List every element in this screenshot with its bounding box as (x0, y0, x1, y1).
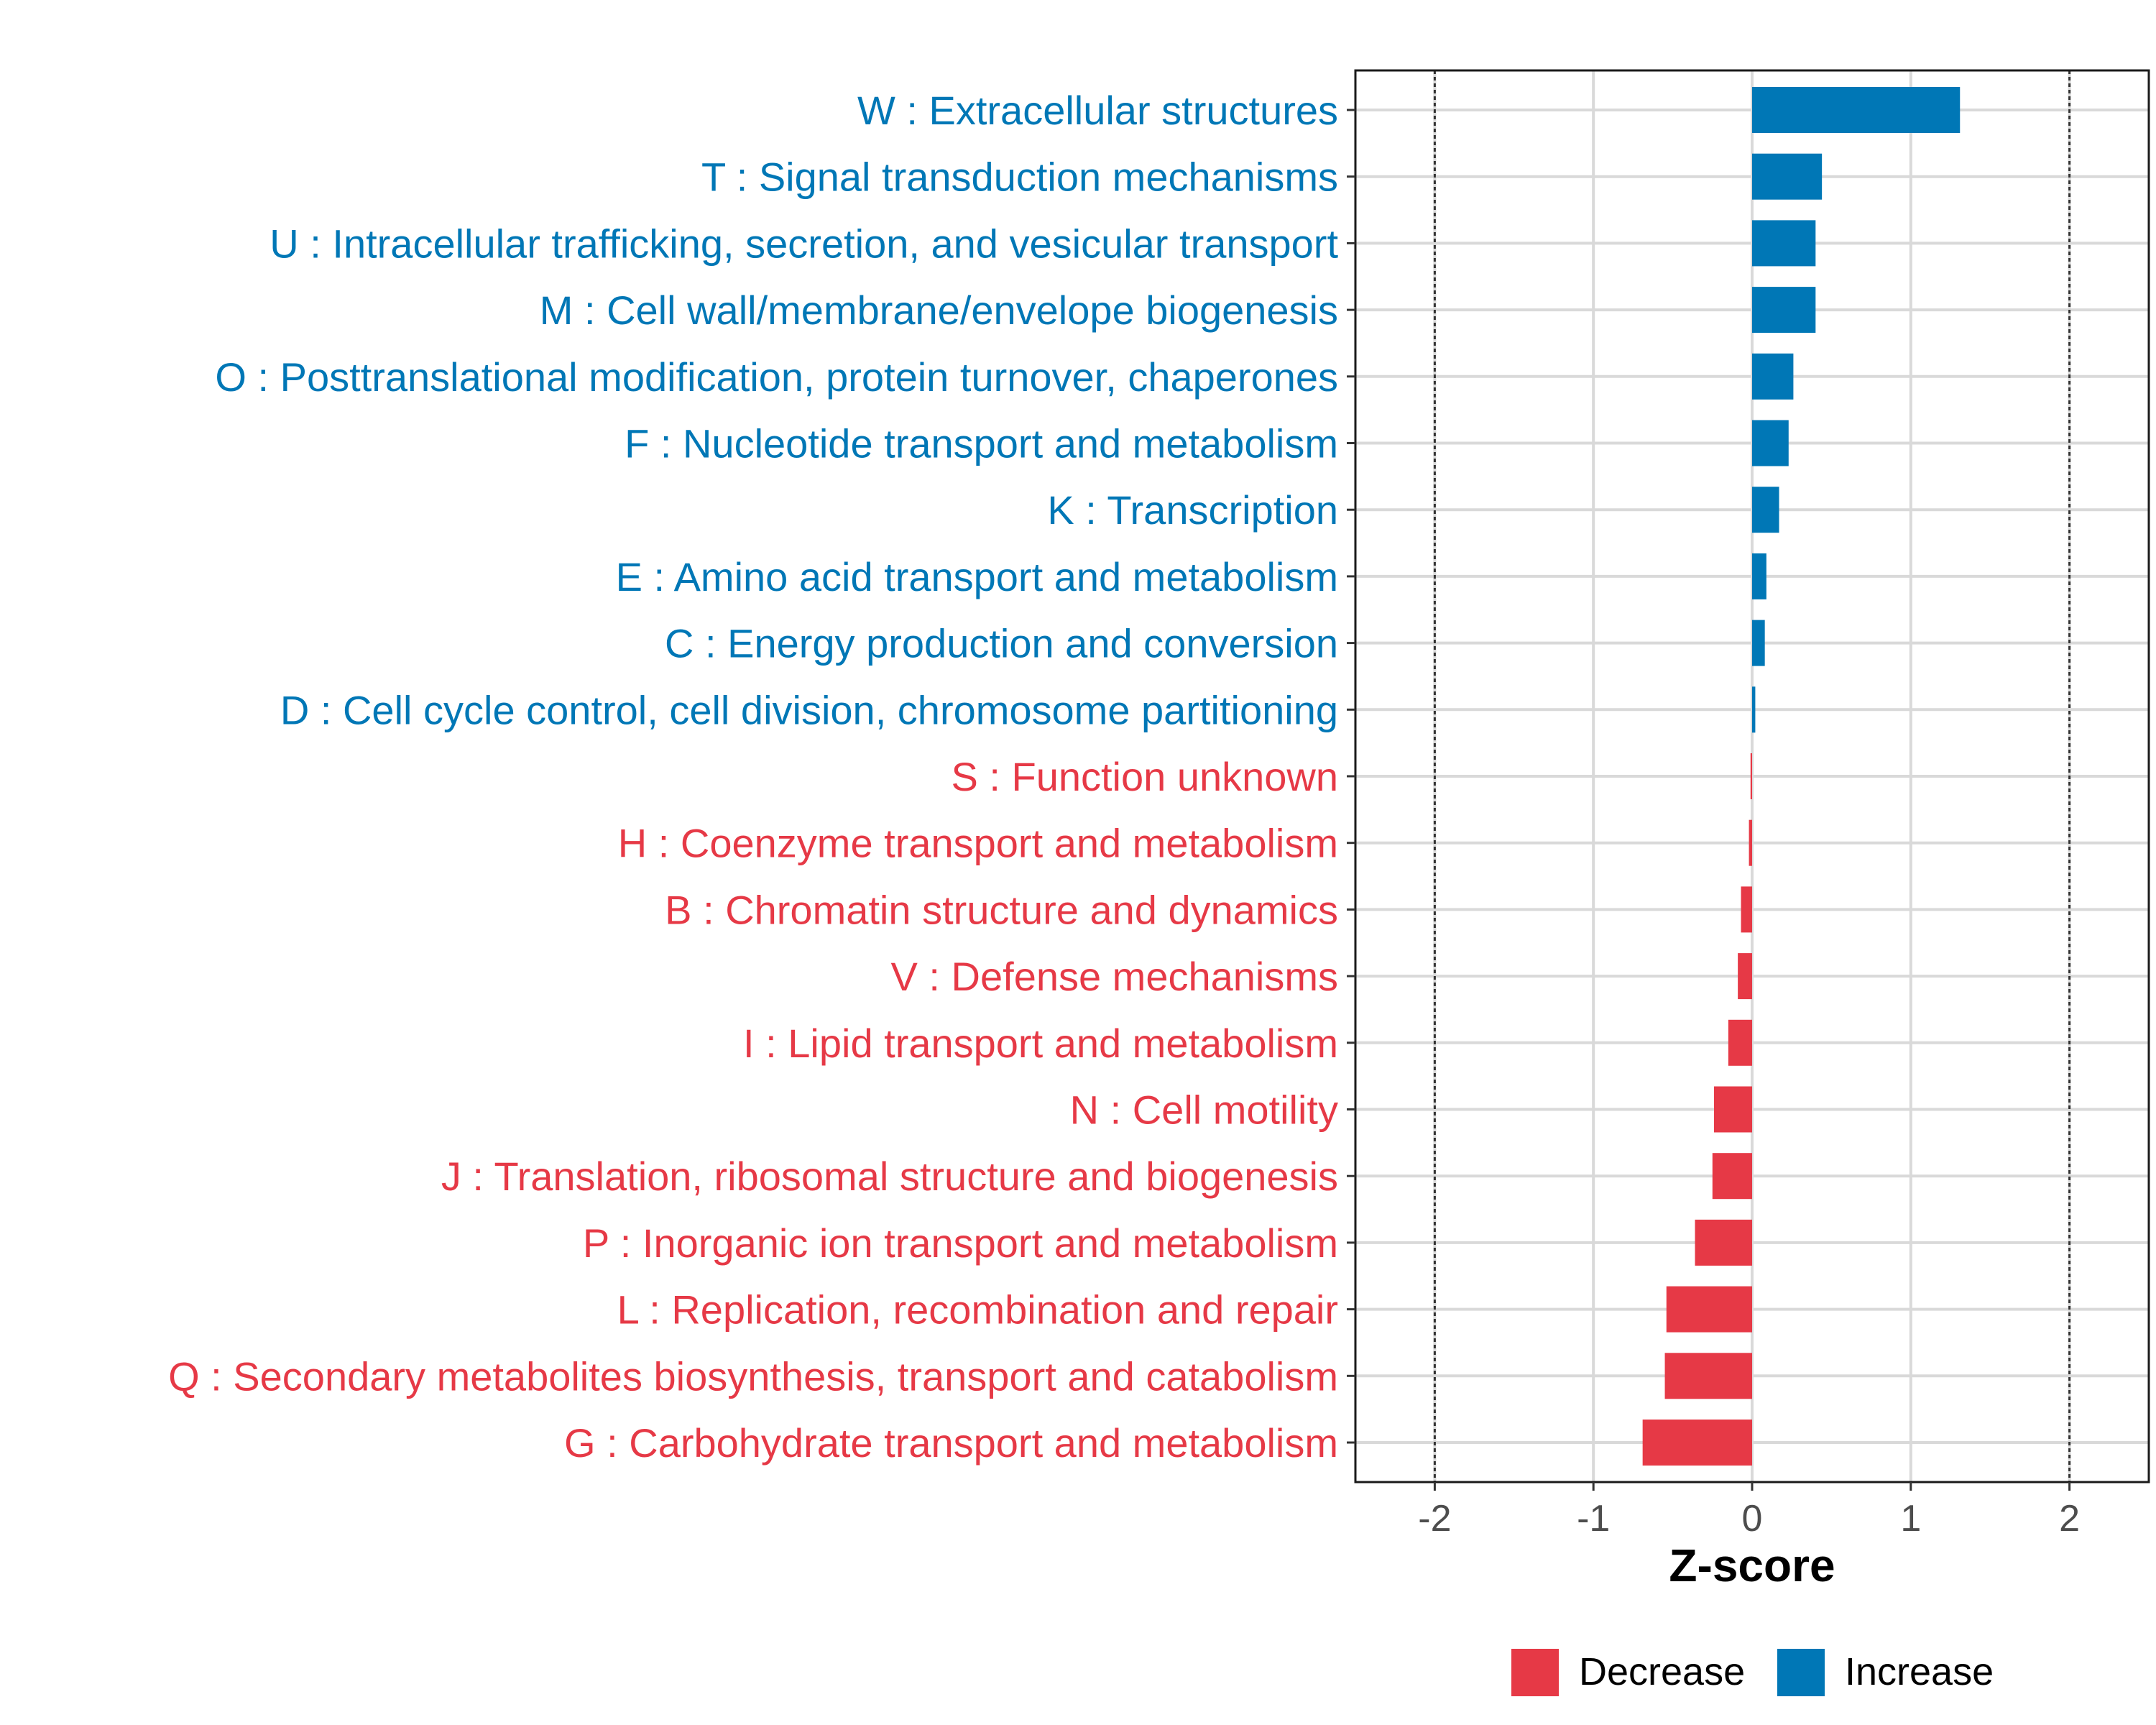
category-label: Q : Secondary metabolites biosynthesis, … (168, 1353, 1338, 1399)
legend-label: Decrease (1579, 1650, 1745, 1693)
bar (1752, 153, 1823, 200)
category-label: K : Transcription (1047, 487, 1338, 533)
bar (1752, 686, 1756, 733)
bar (1664, 1353, 1752, 1399)
bar (1714, 1086, 1752, 1133)
x-tick-label: 1 (1900, 1498, 1921, 1540)
category-label: L : Replication, recombination and repai… (617, 1287, 1338, 1333)
bar (1642, 1420, 1752, 1466)
category-label: T : Signal transduction mechanisms (701, 155, 1338, 200)
category-label: N : Cell motility (1070, 1087, 1338, 1133)
x-tick-label: 2 (2059, 1498, 2080, 1540)
x-axis-title: Z-score (1669, 1540, 1835, 1591)
category-label: D : Cell cycle control, cell division, c… (280, 687, 1338, 732)
bar (1752, 487, 1779, 533)
category-label: S : Function unknown (951, 754, 1338, 799)
axes: W : Extracellular structures T : Signal t… (168, 88, 2080, 1540)
bar (1695, 1219, 1752, 1266)
bar (1666, 1286, 1752, 1333)
x-tick-label: -1 (1577, 1498, 1610, 1540)
bar (1750, 753, 1752, 799)
legend: Decrease Increase (1511, 1649, 1994, 1696)
category-label: W : Extracellular structures (857, 88, 1338, 133)
category-label: C : Energy production and conversion (665, 621, 1338, 666)
category-label: F : Nucleotide transport and metabolism (625, 421, 1338, 466)
category-label: H : Coenzyme transport and metabolism (618, 821, 1338, 866)
category-label: G : Carbohydrate transport and metabolis… (564, 1420, 1338, 1466)
bar (1752, 620, 1765, 666)
bar (1752, 287, 1816, 334)
category-label: U : Intracellular trafficking, secretion… (270, 221, 1338, 266)
legend-swatch (1511, 1649, 1559, 1696)
bar (1741, 886, 1752, 933)
bar (1738, 953, 1752, 1000)
bars (1642, 87, 1961, 1466)
bar (1752, 220, 1816, 267)
bar (1752, 420, 1789, 466)
bar (1749, 819, 1752, 866)
legend-swatch (1777, 1649, 1825, 1696)
bar (1752, 353, 1794, 400)
category-label: V : Defense mechanisms (891, 954, 1338, 999)
bar (1752, 553, 1766, 599)
legend-label: Increase (1845, 1650, 1994, 1693)
bar (1712, 1153, 1752, 1200)
bar (1752, 87, 1961, 133)
category-label: P : Inorganic ion transport and metaboli… (583, 1220, 1338, 1266)
x-tick-label: -2 (1418, 1498, 1451, 1540)
category-label: M : Cell wall/membrane/envelope biogenes… (540, 288, 1338, 333)
x-tick-label: 0 (1742, 1498, 1763, 1540)
category-label: B : Chromatin structure and dynamics (665, 887, 1338, 932)
bar (1728, 1019, 1752, 1066)
category-label: J : Translation, ribosomal structure and… (441, 1154, 1338, 1199)
category-label: O : Posttranslational modification, prot… (215, 354, 1338, 400)
category-label: E : Amino acid transport and metabolism (616, 554, 1338, 599)
category-label: I : Lipid transport and metabolism (743, 1021, 1338, 1066)
